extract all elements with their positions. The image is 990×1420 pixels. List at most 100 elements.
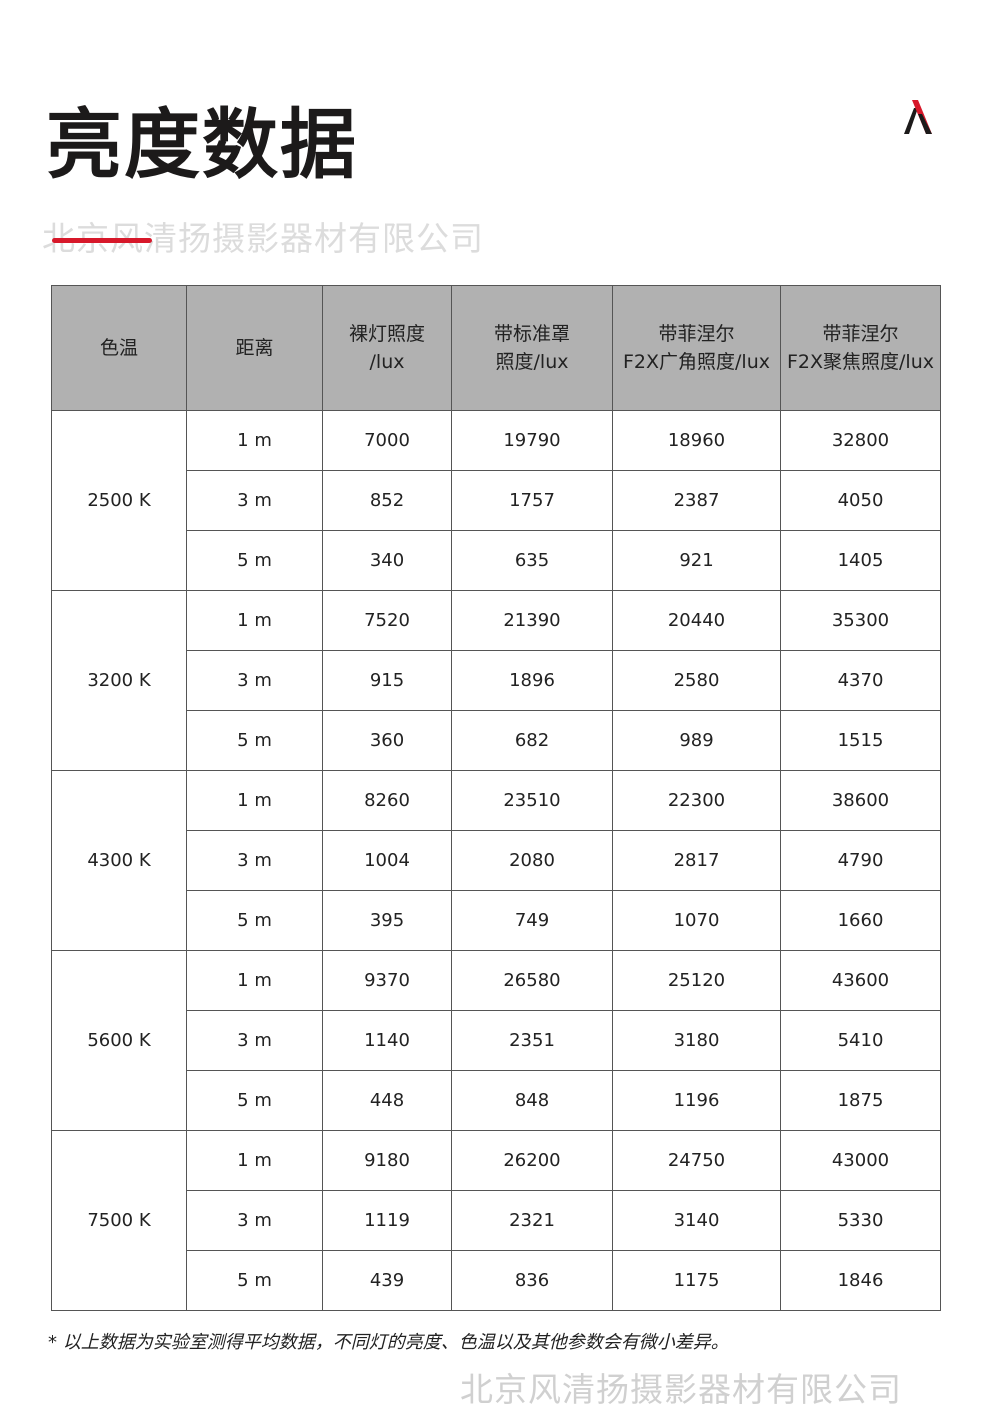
lux-value-cell: 43000 bbox=[780, 1130, 941, 1191]
lux-value-cell: 749 bbox=[451, 890, 613, 951]
lux-value-cell: 35300 bbox=[780, 590, 941, 651]
lux-value-cell: 9370 bbox=[322, 950, 452, 1011]
lux-value-cell: 5410 bbox=[780, 1010, 941, 1071]
lux-value-cell: 5330 bbox=[780, 1190, 941, 1251]
lux-value-cell: 32800 bbox=[780, 410, 941, 471]
color-temperature-cell: 4300 K bbox=[51, 770, 187, 951]
lux-value-cell: 21390 bbox=[451, 590, 613, 651]
lux-value-cell: 4370 bbox=[780, 650, 941, 711]
distance-cell: 5 m bbox=[186, 710, 323, 771]
column-header: 色温 bbox=[51, 285, 187, 411]
lux-value-cell: 19790 bbox=[451, 410, 613, 471]
column-header: 带菲涅尔 F2X聚焦照度/lux bbox=[780, 285, 941, 411]
lux-value-cell: 43600 bbox=[780, 950, 941, 1011]
lux-value-cell: 1660 bbox=[780, 890, 941, 951]
lux-value-cell: 8260 bbox=[322, 770, 452, 831]
distance-cell: 3 m bbox=[186, 830, 323, 891]
color-temperature-cell: 3200 K bbox=[51, 590, 187, 771]
lux-value-cell: 1196 bbox=[612, 1070, 781, 1131]
lux-value-cell: 2351 bbox=[451, 1010, 613, 1071]
lux-value-cell: 18960 bbox=[612, 410, 781, 471]
distance-cell: 1 m bbox=[186, 590, 323, 651]
lux-value-cell: 7000 bbox=[322, 410, 452, 471]
table-header-row: 色温 距离 裸灯照度 /lux 带标准罩 照度/lux 带菲涅尔 F2X广角照度/lux… bbox=[51, 285, 941, 411]
lambda-logo-icon bbox=[904, 100, 932, 134]
lux-value-cell: 635 bbox=[451, 530, 613, 591]
lux-value-cell: 7520 bbox=[322, 590, 452, 651]
lux-value-cell: 1405 bbox=[780, 530, 941, 591]
lux-value-cell: 2580 bbox=[612, 650, 781, 711]
color-temperature-cell: 7500 K bbox=[51, 1130, 187, 1311]
lux-value-cell: 23510 bbox=[451, 770, 613, 831]
accent-divider bbox=[52, 238, 152, 243]
distance-cell: 5 m bbox=[186, 1070, 323, 1131]
lux-value-cell: 340 bbox=[322, 530, 452, 591]
column-header: 带菲涅尔 F2X广角照度/lux bbox=[612, 285, 781, 411]
lux-value-cell: 22300 bbox=[612, 770, 781, 831]
distance-cell: 5 m bbox=[186, 530, 323, 591]
column-header: 裸灯照度 /lux bbox=[322, 285, 452, 411]
lux-value-cell: 989 bbox=[612, 710, 781, 771]
lux-value-cell: 360 bbox=[322, 710, 452, 771]
watermark-bottom: 北京风清扬摄影器材有限公司 bbox=[460, 1370, 902, 1409]
lux-value-cell: 439 bbox=[322, 1250, 452, 1311]
lux-value-cell: 1140 bbox=[322, 1010, 452, 1071]
distance-cell: 3 m bbox=[186, 1190, 323, 1251]
footnote: * 以上数据为实验室测得平均数据，不同灯的亮度、色温以及其他参数会有微小差异。 bbox=[48, 1332, 729, 1353]
distance-cell: 1 m bbox=[186, 950, 323, 1011]
lux-value-cell: 9180 bbox=[322, 1130, 452, 1191]
distance-cell: 3 m bbox=[186, 1010, 323, 1071]
page-title: 亮度数据 bbox=[46, 100, 358, 189]
column-header: 距离 bbox=[186, 285, 323, 411]
lux-value-cell: 38600 bbox=[780, 770, 941, 831]
table-row: 5 m 360 682 989 1515 bbox=[52, 710, 941, 771]
color-temperature-cell: 2500 K bbox=[51, 410, 187, 591]
lux-value-cell: 20440 bbox=[612, 590, 781, 651]
lux-value-cell: 836 bbox=[451, 1250, 613, 1311]
lux-value-cell: 1896 bbox=[451, 650, 613, 711]
lux-value-cell: 2387 bbox=[612, 470, 781, 531]
lux-value-cell: 4790 bbox=[780, 830, 941, 891]
color-temperature-cell: 5600 K bbox=[51, 950, 187, 1131]
table-row: 5 m 448 848 1196 1875 bbox=[52, 1070, 941, 1131]
distance-cell: 5 m bbox=[186, 1250, 323, 1311]
table-row: 3 m 1119 2321 3140 5330 bbox=[52, 1190, 941, 1251]
lux-value-cell: 1875 bbox=[780, 1070, 941, 1131]
distance-cell: 1 m bbox=[186, 1130, 323, 1191]
distance-cell: 3 m bbox=[186, 470, 323, 531]
lux-value-cell: 848 bbox=[451, 1070, 613, 1131]
lux-value-cell: 4050 bbox=[780, 470, 941, 531]
lux-value-cell: 448 bbox=[322, 1070, 452, 1131]
distance-cell: 3 m bbox=[186, 650, 323, 711]
lux-value-cell: 1515 bbox=[780, 710, 941, 771]
table-row: 3 m 1140 2351 3180 5410 bbox=[52, 1010, 941, 1071]
lux-value-cell: 921 bbox=[612, 530, 781, 591]
lux-value-cell: 1119 bbox=[322, 1190, 452, 1251]
table-row: 3 m 915 1896 2580 4370 bbox=[52, 650, 941, 711]
lux-value-cell: 3180 bbox=[612, 1010, 781, 1071]
lux-value-cell: 2817 bbox=[612, 830, 781, 891]
lux-value-cell: 24750 bbox=[612, 1130, 781, 1191]
distance-cell: 5 m bbox=[186, 890, 323, 951]
lux-value-cell: 2080 bbox=[451, 830, 613, 891]
distance-cell: 1 m bbox=[186, 770, 323, 831]
lux-value-cell: 852 bbox=[322, 470, 452, 531]
lux-value-cell: 2321 bbox=[451, 1190, 613, 1251]
lux-value-cell: 395 bbox=[322, 890, 452, 951]
column-header: 带标准罩 照度/lux bbox=[451, 285, 613, 411]
distance-cell: 1 m bbox=[186, 410, 323, 471]
lux-value-cell: 682 bbox=[451, 710, 613, 771]
lux-value-cell: 26580 bbox=[451, 950, 613, 1011]
lux-value-cell: 26200 bbox=[451, 1130, 613, 1191]
lux-value-cell: 1004 bbox=[322, 830, 452, 891]
lux-value-cell: 1757 bbox=[451, 470, 613, 531]
lux-value-cell: 3140 bbox=[612, 1190, 781, 1251]
watermark-top: 北京风清扬摄影器材有限公司 bbox=[42, 219, 484, 258]
table-row: 3 m 852 1757 2387 4050 bbox=[52, 470, 941, 531]
lux-value-cell: 915 bbox=[322, 650, 452, 711]
